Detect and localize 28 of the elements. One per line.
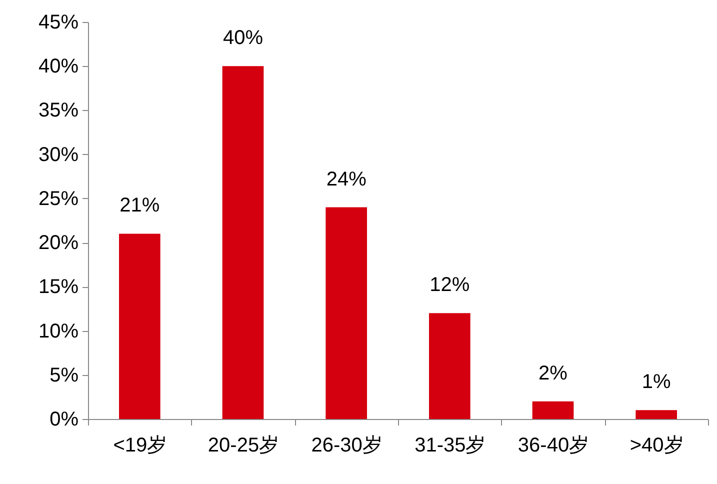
y-tick-label: 20% [38, 232, 79, 254]
data-label: 12% [430, 274, 470, 296]
x-tick-label: 20-25岁 [208, 434, 280, 456]
data-label: 40% [222, 27, 264, 50]
data-label: 21% [120, 194, 160, 217]
y-tick-label: 10% [38, 320, 79, 342]
y-tick-label: 40% [38, 56, 79, 78]
bar [326, 207, 367, 419]
y-tick-label: 45% [38, 12, 79, 34]
y-tick-label: 35% [38, 100, 79, 122]
data-label: 2% [538, 362, 568, 384]
x-tick-label: 31-35岁 [414, 434, 486, 456]
bar [119, 234, 160, 419]
bar [636, 410, 677, 419]
bar [222, 66, 264, 419]
y-tick-label: 30% [38, 144, 79, 166]
y-tick-label: 0% [50, 408, 79, 430]
x-tick-label: >40岁 [630, 434, 684, 456]
bar [429, 313, 470, 419]
x-tick-label: 36-40岁 [518, 434, 590, 456]
data-label: 24% [326, 168, 367, 190]
y-tick-label: 15% [38, 276, 79, 298]
x-tick-label: <19岁 [113, 434, 168, 456]
data-label: 1% [642, 371, 672, 394]
y-tick-label: 5% [50, 364, 79, 386]
y-tick-label: 25% [38, 188, 79, 210]
bar [532, 401, 574, 419]
x-tick-label: 26-30岁 [311, 434, 382, 456]
